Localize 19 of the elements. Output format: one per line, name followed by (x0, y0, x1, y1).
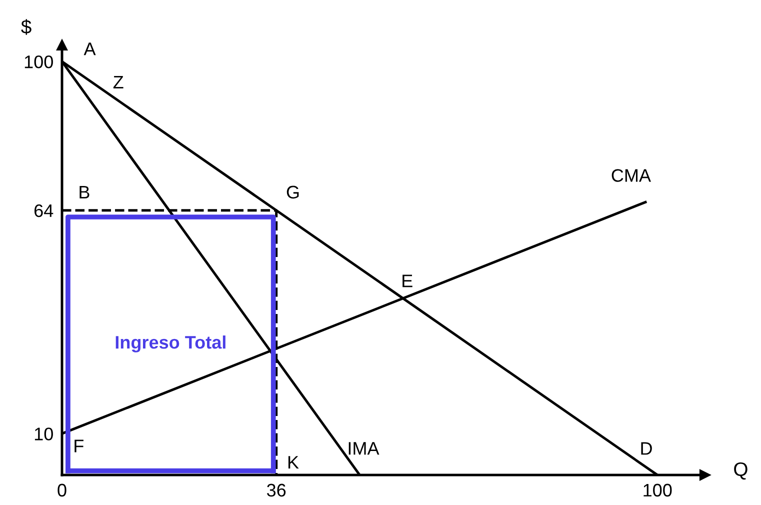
annotation: A (84, 42, 96, 56)
annotation: K (288, 456, 299, 469)
y-axis-title: $ (21, 19, 32, 35)
x-axis-title: Q (734, 462, 748, 480)
annotation: Z (113, 76, 124, 88)
series-label: CMA (612, 169, 651, 182)
annotation: E (402, 274, 412, 288)
x-tick-label: 0 (58, 484, 66, 497)
series-label: IMA (348, 442, 380, 455)
y-tick-label: 100 (24, 55, 53, 68)
y-tick-label: 10 (34, 428, 53, 440)
x-tick-label: 100 (644, 484, 672, 497)
y-tick-label: 64 (34, 204, 54, 218)
annotation: F (74, 440, 84, 452)
x-tick-label: 36 (266, 484, 286, 497)
annotation: D (641, 442, 652, 455)
annotation: G (286, 186, 299, 199)
text: Ingreso Total (116, 335, 226, 352)
annotation: B (80, 186, 90, 198)
